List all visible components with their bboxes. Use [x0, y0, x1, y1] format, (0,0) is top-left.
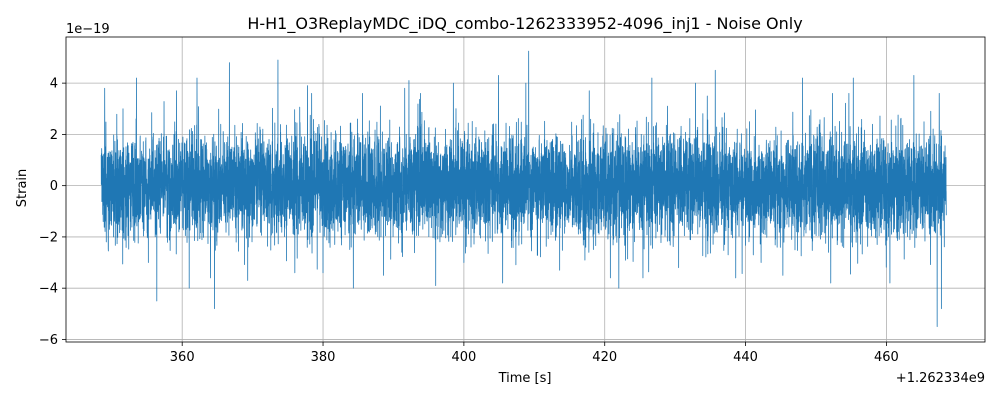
y-tick-label: −2 [39, 230, 58, 245]
x-tick-label: 440 [733, 350, 758, 365]
x-tick-label: 460 [874, 350, 899, 365]
x-tick-label: 420 [592, 350, 617, 365]
axis-ticks: 360 380 400 420 440 460 −6 −4 −2 0 2 4 [39, 77, 899, 365]
plot-area [100, 50, 947, 328]
y-tick-label: −4 [39, 282, 58, 297]
x-tick-label: 360 [170, 350, 195, 365]
y-tick-label: 0 [50, 179, 58, 194]
x-tick-label: 400 [451, 350, 476, 365]
y-tick-label: 2 [50, 128, 58, 143]
x-axis-label: Time [s] [498, 371, 552, 386]
y-axis-label: Strain [15, 169, 30, 208]
x-tick-label: 380 [311, 350, 336, 365]
strain-series-line [100, 50, 947, 328]
y-tick-label: 4 [50, 77, 58, 92]
y-scale-label: 1e−19 [66, 22, 110, 37]
y-tick-label: −6 [39, 333, 58, 348]
x-offset-label: +1.262334e9 [896, 371, 985, 386]
axes-frame [65, 36, 986, 343]
chart-title: H-H1_O3ReplayMDC_iDQ_combo-1262333952-40… [247, 14, 802, 34]
